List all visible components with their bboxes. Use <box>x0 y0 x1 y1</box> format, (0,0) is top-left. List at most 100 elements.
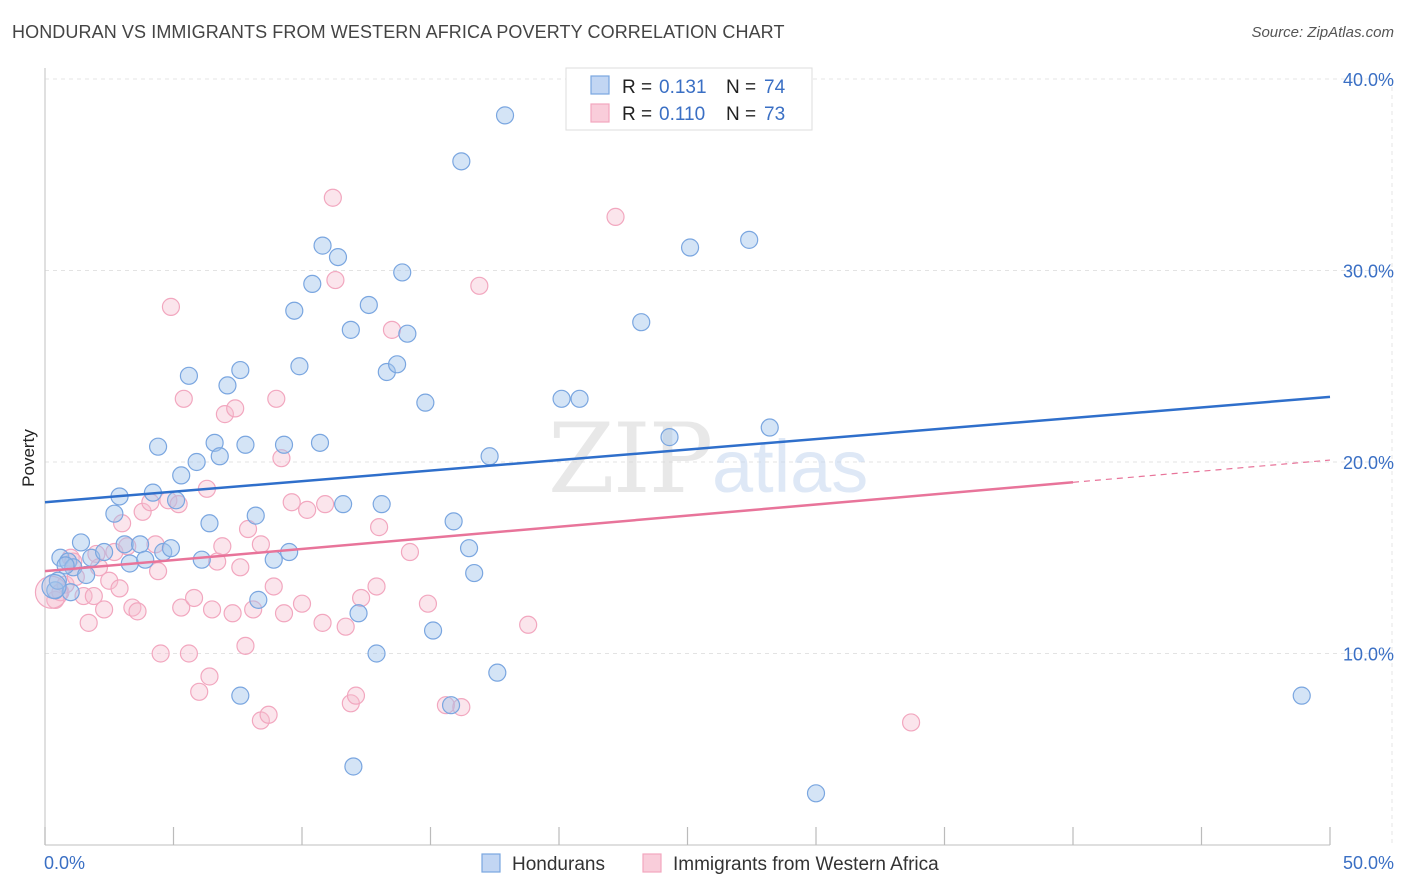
honduran-point <box>570 389 589 408</box>
honduran-point <box>359 295 378 315</box>
western-africa-point <box>316 495 335 514</box>
western-africa-trend-line <box>44 481 1074 573</box>
honduran-point <box>377 362 396 382</box>
trend-lines <box>44 395 1331 573</box>
legend-n-label-western-africa: N = <box>726 104 756 125</box>
x-tick-label-min: 0.0% <box>44 853 85 873</box>
western-africa-point <box>418 594 438 613</box>
honduran-point <box>179 366 199 385</box>
western-africa-point <box>100 571 119 590</box>
honduran-point <box>495 106 515 125</box>
honduran-point <box>416 393 435 412</box>
western-africa-point <box>128 602 147 621</box>
honduran-point <box>552 389 571 408</box>
western-africa-point <box>901 713 921 732</box>
honduran-point <box>459 539 479 558</box>
honduran-point <box>200 514 219 533</box>
x-tick-label-max: 50.0% <box>1343 853 1394 873</box>
honduran-point <box>480 447 499 466</box>
western-africa-point <box>323 188 342 207</box>
legend-r-value-hondurans: 0.131 <box>659 77 707 98</box>
honduran-point <box>349 604 368 623</box>
honduran-point <box>341 320 360 339</box>
bottom-legend-label-western-africa: Immigrants from Western Africa <box>673 854 939 875</box>
western-africa-point <box>200 667 219 686</box>
western-africa-point <box>606 207 625 226</box>
honduran-point <box>249 590 268 609</box>
y-axis-title: Poverty <box>19 429 38 487</box>
western-africa-point <box>172 598 191 617</box>
honduran-point <box>274 435 294 454</box>
honduran-point <box>236 435 255 454</box>
western-africa-point <box>79 613 98 632</box>
western-africa-point <box>146 535 165 554</box>
western-africa-point <box>184 588 204 608</box>
western-africa-point <box>251 535 270 554</box>
western-africa-point <box>313 613 332 632</box>
western-africa-point <box>236 636 255 655</box>
western-africa-point <box>174 389 193 408</box>
legend-n-label-hondurans: N = <box>726 77 756 98</box>
honduran-point <box>71 533 91 552</box>
honduran-point <box>161 539 181 558</box>
western-africa-point <box>148 562 168 581</box>
western-africa-point <box>352 588 371 608</box>
western-africa-point <box>267 389 286 408</box>
western-africa-point <box>367 577 386 596</box>
western-africa-point <box>84 586 103 606</box>
honduran-point <box>285 301 304 320</box>
honduran-point <box>136 550 155 569</box>
western-africa-point <box>519 615 538 634</box>
western-africa-point <box>470 276 489 295</box>
honduran-point <box>387 355 407 374</box>
western-africa-point <box>326 270 345 290</box>
western-africa-point <box>282 493 301 512</box>
honduran-point <box>423 621 443 640</box>
honduran-point <box>806 784 826 803</box>
western-africa-point <box>226 399 245 418</box>
western-africa-point <box>238 519 258 539</box>
honduran-point <box>130 535 150 554</box>
honduran-point <box>488 663 507 682</box>
honduran-point <box>231 360 250 380</box>
honduran-point <box>166 491 186 510</box>
honduran-point <box>328 247 348 267</box>
honduran-point <box>218 376 237 395</box>
western-africa-point <box>259 705 278 724</box>
honduran-point <box>210 447 229 466</box>
honduran-point <box>452 152 471 171</box>
honduran-point <box>444 512 463 531</box>
y-tick-label: 20.0% <box>1343 453 1394 473</box>
axes <box>44 68 1331 846</box>
honduran-point <box>334 495 353 514</box>
western-africa-point <box>244 600 263 619</box>
western-africa-point <box>292 594 312 613</box>
western-africa-point <box>274 604 294 623</box>
y-tick-label: 40.0% <box>1343 70 1394 90</box>
honduran-point <box>231 686 250 705</box>
y-tick-label: 30.0% <box>1343 262 1394 282</box>
legend-swatch-western-africa <box>590 103 610 123</box>
honduran-point <box>264 550 283 569</box>
honduran-point <box>393 263 412 282</box>
western-africa-point <box>436 696 456 715</box>
honduran-point <box>441 696 461 715</box>
western-africa-point <box>190 682 209 701</box>
western-africa-point <box>336 617 355 636</box>
watermark-atlas: atlas <box>712 425 868 508</box>
honduran-point <box>105 504 124 523</box>
western-africa-point <box>223 604 242 623</box>
legend-r-label-hondurans: R = <box>622 77 652 98</box>
honduran-point <box>115 535 134 554</box>
stats-legend: R = 0.131 N = 74 R = 0.110 N = 73 <box>565 67 813 131</box>
western-africa-point <box>264 577 283 596</box>
honduran-point <box>760 418 779 437</box>
honduran-point <box>148 437 168 456</box>
honduran-point <box>465 563 484 583</box>
legend-r-label-western-africa: R = <box>622 104 652 125</box>
honduran-point <box>367 644 386 663</box>
watermark: ZIP atlas <box>548 403 868 515</box>
bottom-legend-swatch-western-africa <box>642 853 662 873</box>
western-africa-point <box>298 500 317 519</box>
